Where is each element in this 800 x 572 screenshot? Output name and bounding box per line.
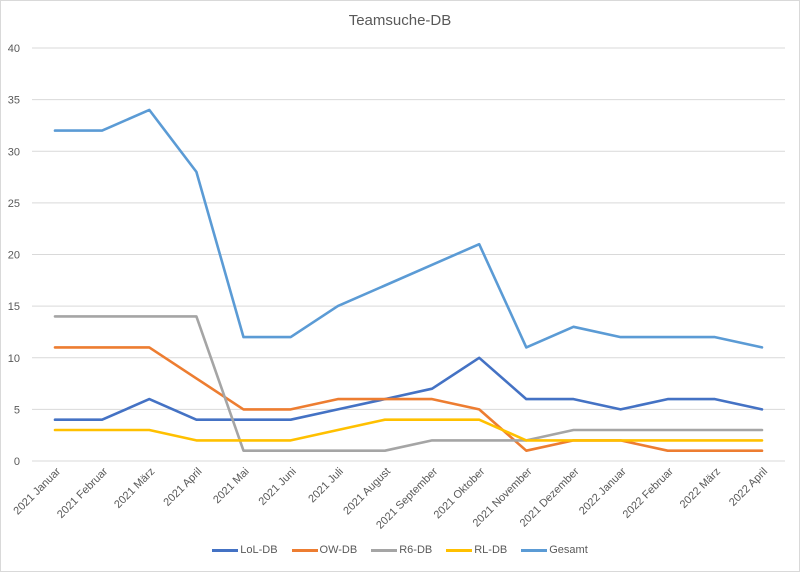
series-line-gesamt [53,108,764,349]
legend-label: OW-DB [319,544,358,556]
y-tick-label: 35 [8,95,20,107]
legend-item-r6-db: R6-DB [371,544,432,556]
x-tick-label: 2021 Juli [306,466,346,506]
y-tick-label: 5 [14,404,20,416]
series-lines [53,108,764,453]
series-line-rl-db [53,418,764,442]
legend-swatch-icon [446,548,473,552]
y-tick-label: 15 [8,301,20,313]
legend-swatch-icon [212,548,239,552]
series-line-lol-db [53,356,764,422]
legend-label: LoL-DB [240,544,278,556]
y-tick-label: 20 [8,250,20,262]
x-tick-label: 2021 März [112,466,157,511]
y-tick-label: 40 [8,43,20,55]
legend-item-lol-db: LoL-DB [212,544,278,556]
x-tick-label: 2021 Januar [11,465,63,517]
x-tick-label: 2022 Februar [621,465,676,520]
chart-legend: LoL-DB OW-DB R6-DB RL-DB Gesamt [0,544,800,556]
y-tick-label: 10 [8,353,20,365]
legend-label: R6-DB [399,544,433,556]
x-tick-label: 2021 Februar [55,465,110,520]
y-tick-label: 25 [8,198,20,210]
legend-swatch-icon [371,548,398,552]
x-tick-label: 2021 April [161,466,204,509]
x-tick-label: 2021 Mai [211,466,251,506]
legend-swatch-icon [291,548,318,552]
gridlines [32,47,785,462]
legend-swatch-icon [521,548,548,552]
x-tick-label: 2022 April [727,466,770,509]
x-tick-label: 2022 Januar [577,465,629,517]
y-axis-tick-labels: 0 5 10 15 20 25 30 35 40 [8,43,20,468]
legend-label: Gesamt [549,544,588,556]
y-tick-label: 30 [8,146,20,158]
legend-label: RL-DB [474,544,508,556]
series-line-ow-db [53,346,764,453]
series-line-r6-db [53,315,764,453]
x-tick-label: 2021 Juni [257,466,299,508]
x-tick-label: 2022 März [678,466,723,511]
y-tick-label: 0 [14,456,20,468]
chart-title: Teamsuche-DB [348,12,452,29]
x-tick-label: 2021 August [341,466,393,518]
legend-item-ow-db: OW-DB [291,544,358,556]
legend-item-rl-db: RL-DB [446,544,507,556]
legend-item-gesamt: Gesamt [521,544,588,556]
